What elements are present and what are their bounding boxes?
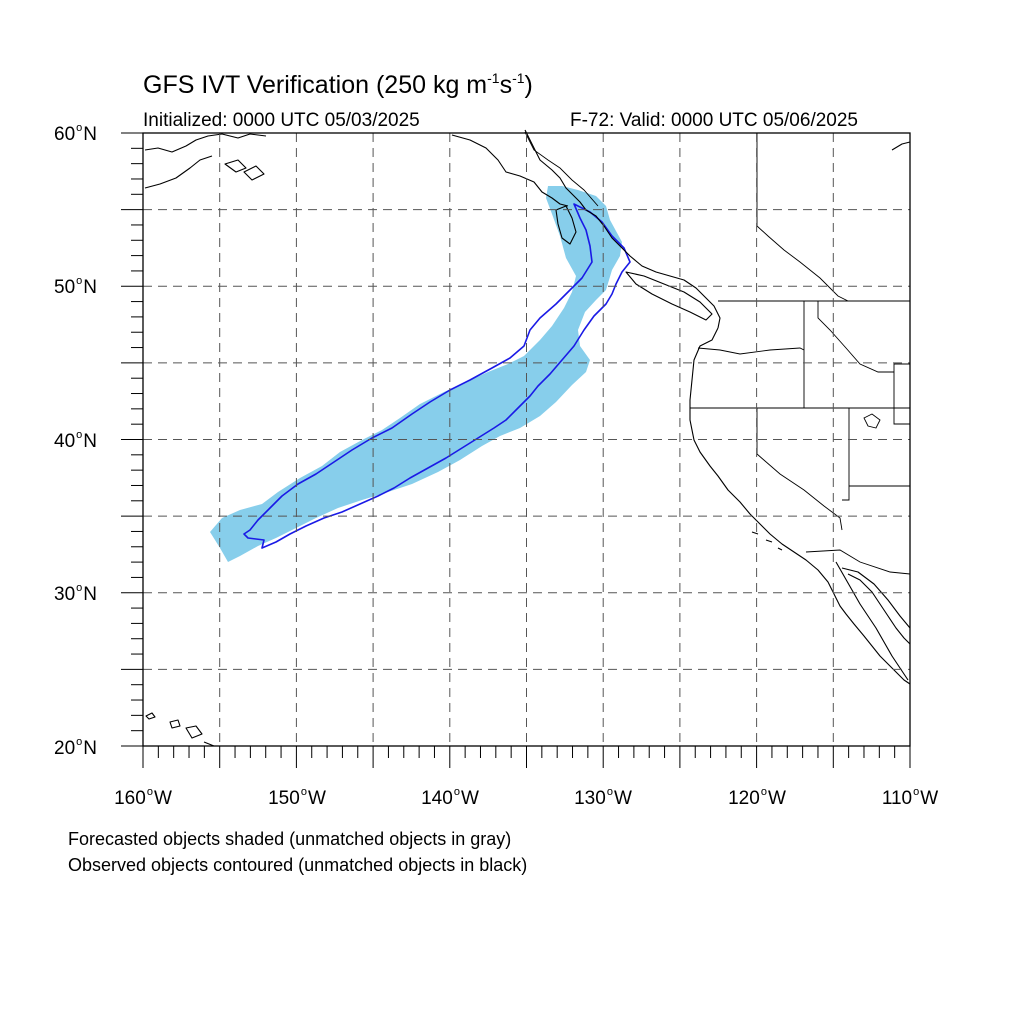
alaska-coast (144, 133, 267, 189)
degree-symbol: o (453, 786, 460, 798)
axis-ticks (121, 132, 911, 768)
map-title: GFS IVT Verification (250 kg m-1s-1) (143, 70, 533, 100)
bc-alberta-border (756, 133, 849, 302)
degree-symbol: o (146, 786, 153, 798)
lat-label-hem: N (83, 584, 97, 605)
alaska-gulf-coast (451, 134, 569, 207)
degree-symbol: o (760, 786, 767, 798)
lat-label-num: 20 (54, 738, 76, 759)
bc-coast (524, 129, 721, 329)
vancouver-island (625, 271, 713, 321)
lat-label-60n: 60oN (54, 122, 97, 146)
lat-label-20n: 20oN (54, 736, 97, 760)
lon-label-num: 160 (114, 788, 146, 809)
degree-symbol: o (300, 786, 307, 798)
lon-label-140w: 140oW (421, 786, 479, 810)
wyoming-border (893, 363, 911, 425)
legend-notes: Forecasted objects shaded (unmatched obj… (68, 826, 527, 878)
nevada-utah-border (842, 408, 850, 501)
valid-time-label: F-72: Valid: 0000 UTC 05/06/2025 (570, 110, 858, 131)
init-time-label: Initialized: 0000 UTC 05/03/2025 (143, 110, 420, 131)
title-end: ) (524, 71, 533, 99)
lon-label-num: 120 (728, 788, 760, 809)
degree-symbol: o (76, 736, 83, 748)
lon-label-130w: 130oW (574, 786, 632, 810)
lon-label-num: 110 (881, 788, 913, 809)
title-mid: s (499, 71, 513, 99)
political-boundaries (524, 131, 911, 575)
idaho-border (803, 301, 894, 408)
lon-label-120w: 120oW (728, 786, 786, 810)
alaska-bc-border (524, 131, 599, 207)
lon-label-hem: W (920, 788, 939, 809)
lat-label-hem: N (83, 277, 97, 298)
lat-label-40n: 40oN (54, 429, 97, 453)
lon-label-hem: W (613, 788, 632, 809)
forecast-ivt-object (210, 186, 622, 562)
hawaii-islands (145, 712, 215, 747)
alaska-islands (224, 159, 265, 181)
lon-label-num: 150 (268, 788, 300, 809)
baja-coast (835, 561, 911, 681)
observed-note: Observed objects contoured (unmatched ob… (68, 855, 528, 875)
lon-label-hem: W (767, 788, 786, 809)
washington-oregon-border (697, 347, 805, 355)
degree-symbol: o (76, 429, 83, 441)
degree-symbol: o (913, 786, 920, 798)
california-nevada-border (756, 408, 843, 531)
lat-label-num: 40 (54, 431, 76, 452)
lat-label-30n: 30oN (54, 582, 97, 606)
canada-coast-ne (891, 141, 911, 151)
degree-symbol: o (76, 122, 83, 134)
lat-label-hem: N (83, 124, 97, 145)
observed-ivt-contour (243, 203, 631, 549)
lon-label-160w: 160oW (114, 786, 172, 810)
channel-islands (751, 531, 783, 551)
degree-symbol: o (76, 582, 83, 594)
lon-label-hem: W (307, 788, 326, 809)
lon-label-num: 140 (421, 788, 453, 809)
haida-gwaii (555, 205, 577, 245)
us-west-coast (689, 327, 911, 685)
lon-label-num: 130 (574, 788, 606, 809)
lon-label-150w: 150oW (268, 786, 326, 810)
great-salt-lake (863, 413, 881, 429)
title-sup-1: -1 (487, 70, 500, 86)
degree-symbol: o (76, 275, 83, 287)
title-text: GFS IVT Verification (250 kg m (143, 71, 488, 99)
lat-label-num: 60 (54, 124, 76, 145)
lat-label-num: 30 (54, 584, 76, 605)
coastlines (144, 129, 911, 747)
lat-label-50n: 50oN (54, 275, 97, 299)
forecast-note: Forecasted objects shaded (unmatched obj… (68, 829, 512, 849)
title-sup-2: -1 (512, 70, 525, 86)
graticule (143, 133, 910, 746)
lon-label-hem: W (460, 788, 479, 809)
us-mexico-border (805, 549, 911, 575)
lon-label-hem: W (153, 788, 172, 809)
lon-label-110w: 110oW (882, 786, 938, 810)
lat-label-num: 50 (54, 277, 76, 298)
lat-label-hem: N (83, 431, 97, 452)
mexico-mainland (841, 567, 911, 629)
degree-symbol: o (606, 786, 613, 798)
lat-label-hem: N (83, 738, 97, 759)
